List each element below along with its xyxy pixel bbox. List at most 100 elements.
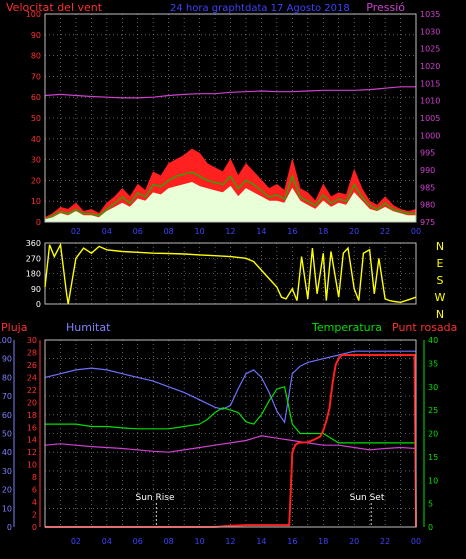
rain-tick-label: 22 (27, 386, 37, 395)
humidity-tick-label: 0 (7, 523, 12, 532)
dewpoint-axis-title: Punt rosada (392, 321, 457, 334)
x-tick-label: 14 (256, 537, 266, 546)
compass-label: S (437, 274, 444, 287)
x-tick-label: 14 (256, 227, 266, 236)
humidity-tick-label: 70 (2, 392, 12, 401)
x-tick-label: 04 (102, 537, 112, 546)
direction-tick-label: 180 (26, 270, 41, 279)
wind-tick-label: 10 (31, 197, 41, 206)
x-tick-label: 12 (225, 537, 235, 546)
x-tick-label: 10 (194, 227, 204, 236)
pressure-tick-label: 1010 (420, 97, 440, 106)
x-tick-label: 02 (71, 537, 81, 546)
rain-tick-label: 30 (27, 336, 37, 345)
panel-frame-top (44, 13, 417, 223)
series-wind_low (44, 181, 417, 223)
wind-tick-label: 20 (31, 176, 41, 185)
x-tick-label: 12 (225, 227, 235, 236)
x-tick-label: 06 (133, 537, 143, 546)
rain-tick-label: 24 (27, 373, 37, 382)
temperature-tick-label: 20 (428, 430, 438, 439)
temperature-tick-label: 10 (428, 476, 438, 485)
series-temperature (45, 386, 416, 444)
wind-tick-label: 50 (31, 114, 41, 123)
wind-tick-label: 30 (31, 156, 41, 165)
x-tick-label: 10 (194, 537, 204, 546)
wind-tick-label: 70 (31, 72, 41, 81)
wind-tick-label: 0 (36, 218, 41, 227)
wind-tick-label: 40 (31, 135, 41, 144)
rain-tick-label: 20 (27, 398, 37, 407)
x-tick-label: 18 (318, 537, 328, 546)
x-tick-label: 00 (411, 537, 421, 546)
temperature-tick-label: 25 (428, 406, 438, 415)
humidity-axis-title: Humitat (66, 321, 111, 334)
wind-tick-label: 60 (31, 93, 41, 102)
x-tick-label: 06 (133, 227, 143, 236)
humidity-tick-label: 40 (2, 448, 12, 457)
rain-tick-label: 10 (27, 461, 37, 470)
temperature-tick-label: 30 (428, 383, 438, 392)
x-tick-label: 20 (349, 537, 359, 546)
chart-title: 24 hora graphtdata 17 Agosto 2018 (170, 3, 350, 14)
humidity-tick-label: 20 (2, 486, 12, 495)
humidity-tick-label: 60 (2, 411, 12, 420)
rain-tick-label: 2 (32, 511, 37, 520)
series-rain (45, 354, 417, 528)
pressure-tick-label: 1005 (420, 114, 440, 123)
sun-rise-label: Sun Rise (136, 493, 175, 503)
humidity-tick-label: 90 (2, 355, 12, 364)
x-tick-label: 20 (349, 227, 359, 236)
rain-tick-label: 18 (27, 411, 37, 420)
wind-tick-label: 80 (31, 52, 41, 61)
pressure-tick-label: 1035 (420, 10, 440, 19)
compass-label: W (435, 291, 446, 304)
humidity-tick-label: 80 (2, 373, 12, 382)
wind-pressure-panel: 0102030405060708090100975980985990995100… (26, 10, 441, 236)
rain-tick-label: 16 (27, 423, 37, 432)
x-tick-label: 18 (318, 227, 328, 236)
pressure-axis-title: Pressió (366, 1, 405, 14)
pressure-tick-label: 990 (420, 166, 435, 175)
panel-frame-top (44, 339, 417, 528)
humidity-tick-label: 100 (0, 336, 12, 345)
sun-set-label: Sun Set (350, 493, 385, 503)
series-wind_green (44, 171, 416, 221)
x-tick-label: 16 (287, 227, 297, 236)
x-tick-label: 00 (411, 227, 421, 236)
x-tick-label: 08 (164, 227, 174, 236)
series-pressure (44, 86, 416, 99)
rain-tick-label: 8 (32, 473, 37, 482)
temperature-tick-label: 5 (428, 500, 433, 509)
temperature-tick-label: 15 (428, 453, 438, 462)
compass-label: E (437, 257, 444, 270)
temp-humidity-panel: 0102030405060708090100024681012141618202… (0, 336, 438, 546)
humidity-tick-label: 50 (2, 430, 12, 439)
compass-label: N (436, 308, 444, 321)
pressure-tick-label: 985 (420, 183, 435, 192)
x-tick-label: 08 (164, 537, 174, 546)
x-tick-label: 04 (102, 227, 112, 236)
temperature-tick-label: 40 (428, 336, 438, 345)
pressure-tick-label: 995 (420, 149, 435, 158)
temperature-axis-title: Temperatura (311, 321, 382, 334)
series-direction (44, 242, 417, 305)
series-dewpoint (44, 435, 417, 453)
wind-tick-label: 90 (31, 31, 41, 40)
direction-tick-label: 0 (36, 300, 41, 309)
temperature-tick-label: 0 (428, 523, 433, 532)
wind-tick-label: 100 (26, 10, 41, 19)
direction-tick-label: 90 (31, 285, 41, 294)
rain-tick-label: 26 (27, 361, 37, 370)
rain-tick-label: 6 (32, 486, 37, 495)
series-humidity (44, 350, 416, 424)
direction-tick-label: 270 (26, 254, 41, 263)
pressure-tick-label: 1030 (420, 27, 440, 36)
rain-tick-label: 12 (27, 448, 37, 457)
pressure-tick-label: 1000 (420, 131, 440, 140)
x-tick-label: 02 (71, 227, 81, 236)
rain-tick-label: 4 (32, 498, 37, 507)
humidity-tick-label: 30 (2, 467, 12, 476)
